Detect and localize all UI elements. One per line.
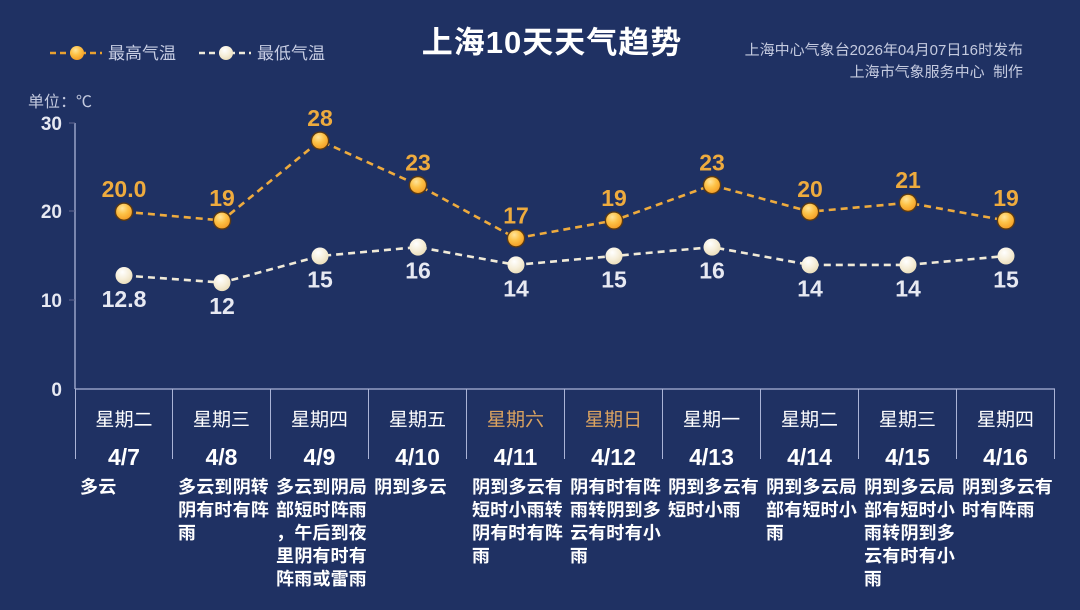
svg-text:14: 14	[503, 276, 529, 302]
svg-text:19: 19	[601, 185, 627, 211]
svg-text:15: 15	[993, 267, 1019, 293]
svg-text:12: 12	[209, 293, 235, 319]
svg-text:14: 14	[895, 276, 921, 302]
svg-text:28: 28	[307, 105, 333, 131]
svg-text:23: 23	[699, 150, 725, 176]
svg-text:23: 23	[405, 150, 431, 176]
svg-text:17: 17	[503, 203, 529, 229]
svg-text:30: 30	[41, 114, 62, 135]
svg-text:14: 14	[797, 276, 823, 302]
svg-text:0: 0	[51, 380, 62, 400]
svg-text:20: 20	[797, 176, 823, 202]
svg-text:19: 19	[209, 185, 235, 211]
svg-text:21: 21	[895, 167, 921, 193]
svg-text:10: 10	[41, 291, 62, 312]
svg-text:19: 19	[993, 185, 1019, 211]
svg-text:12.8: 12.8	[102, 286, 147, 312]
svg-text:15: 15	[307, 267, 333, 293]
svg-text:20.0: 20.0	[102, 176, 147, 202]
svg-text:16: 16	[699, 258, 725, 284]
svg-text:20: 20	[41, 202, 62, 223]
svg-text:15: 15	[601, 267, 627, 293]
svg-text:16: 16	[405, 258, 431, 284]
